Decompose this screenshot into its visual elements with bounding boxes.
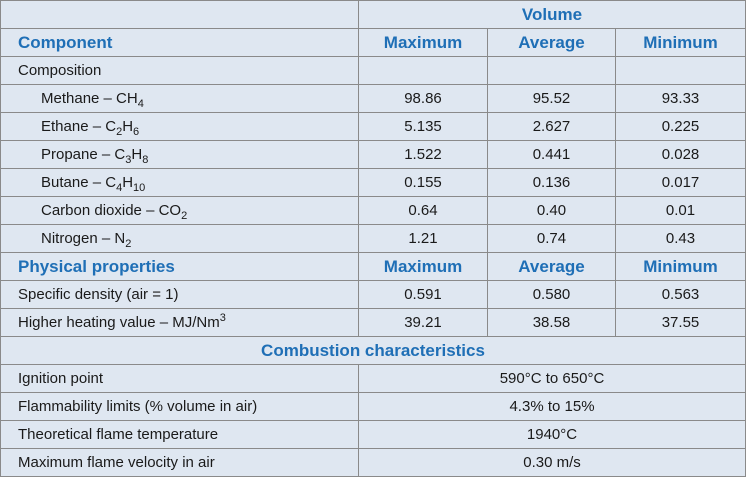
maximum-header: Maximum — [358, 252, 488, 281]
table-row-carbon-dioxide: Carbon dioxide – CO2 0.64 0.40 0.01 — [0, 196, 746, 225]
average-value: 0.441 — [487, 140, 616, 169]
component-name: Methane – CH4 — [0, 84, 359, 113]
combustion-header-row: Combustion characteristics — [0, 336, 746, 365]
minimum-value: 0.563 — [615, 280, 746, 309]
property-name: Higher heating value – MJ/Nm3 — [0, 308, 359, 337]
minimum-header: Minimum — [615, 28, 746, 57]
maximum-value: 0.591 — [358, 280, 488, 309]
average-value: 38.58 — [487, 308, 616, 337]
characteristic-name: Ignition point — [0, 364, 359, 393]
minimum-value: 0.017 — [615, 168, 746, 197]
composition-row: Composition — [0, 56, 746, 85]
maximum-header: Maximum — [358, 28, 488, 57]
table-row-heating-value: Higher heating value – MJ/Nm3 39.21 38.5… — [0, 308, 746, 337]
minimum-value: 0.01 — [615, 196, 746, 225]
table-row-flame-temperature: Theoretical flame temperature 1940°C — [0, 420, 746, 449]
average-header: Average — [487, 28, 616, 57]
maximum-value: 1.522 — [358, 140, 488, 169]
characteristic-value: 0.30 m/s — [358, 448, 746, 477]
characteristic-value: 590°C to 650°C — [358, 364, 746, 393]
column-header-row: Component Maximum Average Minimum — [0, 28, 746, 57]
minimum-value: 37.55 — [615, 308, 746, 337]
natural-gas-properties-table: Volume Component Maximum Average Minimum… — [0, 0, 746, 477]
table-row-flammability-limits: Flammability limits (% volume in air) 4.… — [0, 392, 746, 421]
minimum-header: Minimum — [615, 252, 746, 281]
characteristic-value: 4.3% to 15% — [358, 392, 746, 421]
table-row-specific-density: Specific density (air = 1) 0.591 0.580 0… — [0, 280, 746, 309]
average-value: 95.52 — [487, 84, 616, 113]
volume-group-row: Volume — [0, 0, 746, 29]
characteristic-name: Theoretical flame temperature — [0, 420, 359, 449]
physical-properties-header-row: Physical properties Maximum Average Mini… — [0, 252, 746, 281]
average-value: 0.40 — [487, 196, 616, 225]
average-header: Average — [487, 252, 616, 281]
average-value: 0.136 — [487, 168, 616, 197]
component-name: Nitrogen – N2 — [0, 224, 359, 253]
average-value: 0.74 — [487, 224, 616, 253]
minimum-value: 93.33 — [615, 84, 746, 113]
table-row-nitrogen: Nitrogen – N2 1.21 0.74 0.43 — [0, 224, 746, 253]
maximum-value: 0.155 — [358, 168, 488, 197]
blank-header-cell — [0, 0, 359, 29]
table-row-flame-velocity: Maximum flame velocity in air 0.30 m/s — [0, 448, 746, 477]
component-name: Propane – C3H8 — [0, 140, 359, 169]
property-name: Specific density (air = 1) — [0, 280, 359, 309]
maximum-value: 98.86 — [358, 84, 488, 113]
component-name: Ethane – C2H6 — [0, 112, 359, 141]
component-name: Carbon dioxide – CO2 — [0, 196, 359, 225]
table-row-ethane: Ethane – C2H6 5.135 2.627 0.225 — [0, 112, 746, 141]
composition-label: Composition — [0, 56, 359, 85]
minimum-value: 0.43 — [615, 224, 746, 253]
characteristic-name: Flammability limits (% volume in air) — [0, 392, 359, 421]
minimum-value: 0.028 — [615, 140, 746, 169]
table-row-propane: Propane – C3H8 1.522 0.441 0.028 — [0, 140, 746, 169]
characteristic-value: 1940°C — [358, 420, 746, 449]
combustion-characteristics-label: Combustion characteristics — [0, 336, 746, 365]
characteristic-name: Maximum flame velocity in air — [0, 448, 359, 477]
physical-properties-label: Physical properties — [0, 252, 359, 281]
maximum-value: 0.64 — [358, 196, 488, 225]
volume-group-label: Volume — [358, 0, 746, 29]
maximum-value: 1.21 — [358, 224, 488, 253]
maximum-value: 5.135 — [358, 112, 488, 141]
maximum-value: 39.21 — [358, 308, 488, 337]
empty-cell — [487, 56, 616, 85]
component-name: Butane – C4H10 — [0, 168, 359, 197]
minimum-value: 0.225 — [615, 112, 746, 141]
table-row-ignition-point: Ignition point 590°C to 650°C — [0, 364, 746, 393]
average-value: 2.627 — [487, 112, 616, 141]
table-row-methane: Methane – CH4 98.86 95.52 93.33 — [0, 84, 746, 113]
average-value: 0.580 — [487, 280, 616, 309]
component-header: Component — [0, 28, 359, 57]
empty-cell — [615, 56, 746, 85]
empty-cell — [358, 56, 488, 85]
table-row-butane: Butane – C4H10 0.155 0.136 0.017 — [0, 168, 746, 197]
